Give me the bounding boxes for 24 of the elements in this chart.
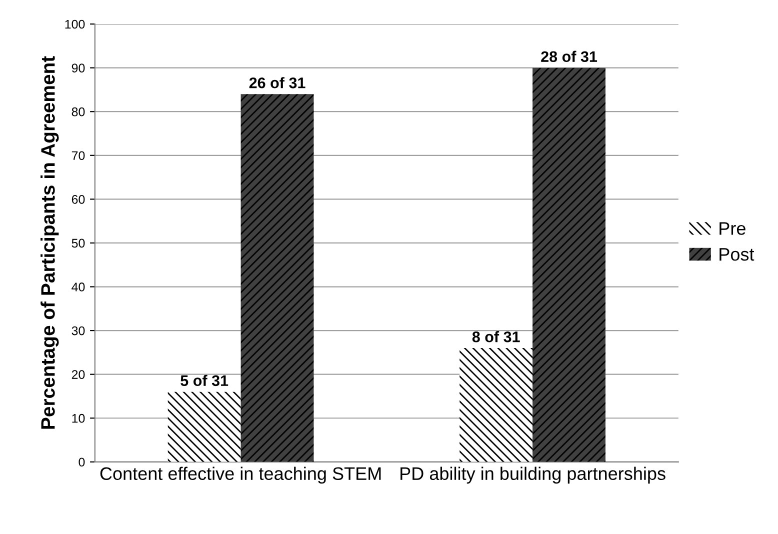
y-tick-label: 20 bbox=[72, 370, 85, 379]
y-axis-title: Percentage of Participants in Agreement bbox=[40, 56, 59, 429]
y-tick-label: 60 bbox=[72, 194, 85, 204]
x-tick-label: Content effective in teaching STEM bbox=[100, 466, 381, 484]
x-tick-label: PD ability in building partnerships bbox=[400, 466, 666, 484]
annotation: 5 of 31 bbox=[180, 374, 228, 386]
bar bbox=[168, 392, 241, 462]
y-tick-label: 80 bbox=[72, 107, 85, 116]
annotation: 28 of 31 bbox=[541, 50, 598, 62]
bar bbox=[532, 68, 606, 462]
y-tick-label: 70 bbox=[72, 151, 85, 160]
y-tick-label: 0 bbox=[78, 458, 85, 467]
y-tick-label: 40 bbox=[72, 282, 85, 292]
y-tick-label: 30 bbox=[72, 326, 85, 336]
y-tick-label: 50 bbox=[72, 238, 85, 248]
bar bbox=[460, 348, 533, 462]
annotation: 8 of 31 bbox=[472, 331, 520, 342]
legend-label: Pre bbox=[720, 222, 746, 235]
y-tick-label: 100 bbox=[65, 20, 85, 29]
y-tick-label: 90 bbox=[72, 64, 85, 72]
bar bbox=[240, 94, 314, 462]
legend-label: Post bbox=[720, 248, 754, 261]
y-tick-label: 10 bbox=[72, 414, 85, 423]
annotation: 26 of 31 bbox=[249, 77, 306, 88]
